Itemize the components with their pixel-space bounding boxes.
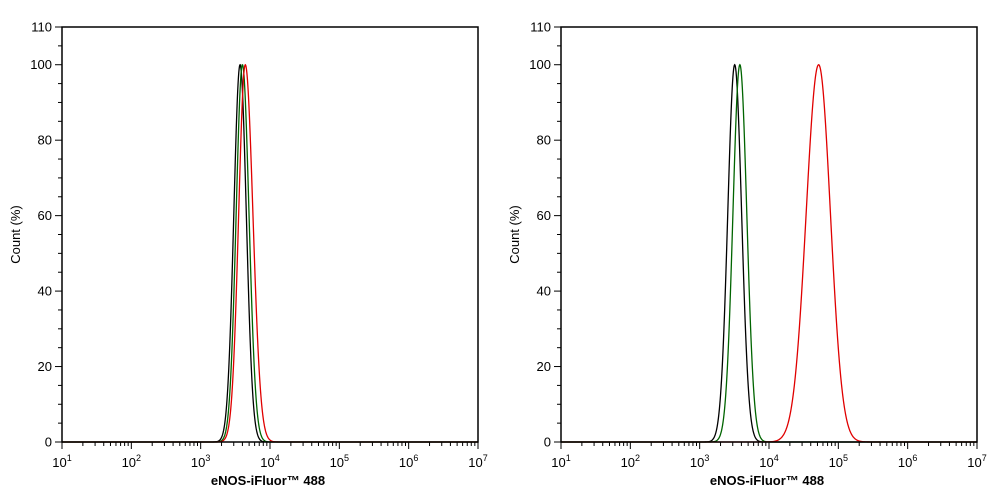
- y-axis: 0 20 40 60 80 100 110: [30, 20, 62, 450]
- histogram-series-2: [561, 63, 977, 443]
- x-tick-label: 107: [967, 453, 986, 470]
- y-axis: 0 20 40 60 80 100 110: [529, 20, 561, 450]
- x-tick-label: 106: [898, 453, 917, 470]
- histogram-panel-right: 0 20 40 60 80 100 110 101 102 103 104 105 106 107 Co…: [507, 20, 987, 489]
- x-tick-label: 106: [399, 453, 418, 470]
- y-tick-label: 100: [529, 57, 551, 72]
- plot-frame: [61, 26, 479, 443]
- y-tick-label: 60: [38, 208, 52, 223]
- y-tick-label: 20: [537, 359, 551, 374]
- y-tick-label: 80: [537, 133, 551, 148]
- y-tick-label: 110: [31, 20, 52, 35]
- x-tick-label: 103: [690, 453, 709, 470]
- x-tick-label: 105: [330, 453, 349, 470]
- y-tick-label: 0: [45, 435, 52, 450]
- y-tick-label: 20: [38, 359, 52, 374]
- x-axis: 101 102 103 104 105 106 107: [52, 442, 488, 470]
- y-tick-label: 60: [537, 208, 551, 223]
- y-tick-label: 100: [30, 57, 52, 72]
- x-tick-label: 105: [829, 453, 848, 470]
- histogram-series-3: [561, 64, 977, 443]
- x-tick-label: 104: [759, 453, 778, 470]
- x-tick-label: 104: [260, 453, 279, 470]
- y-axis-label: Count (%): [507, 205, 522, 264]
- y-axis-label: Count (%): [8, 205, 23, 264]
- x-tick-label: 101: [52, 453, 71, 470]
- x-tick-label: 102: [122, 453, 141, 470]
- plot-frame: [560, 26, 978, 443]
- histogram-series-1: [561, 63, 977, 443]
- x-axis: 101 102 103 104 105 106 107: [551, 442, 987, 470]
- x-axis-label: eNOS-iFluor™ 488: [710, 473, 824, 488]
- histogram-series-2: [62, 64, 478, 443]
- y-tick-label: 110: [530, 20, 551, 35]
- histogram-series-3: [62, 63, 478, 443]
- x-tick-label: 101: [551, 453, 570, 470]
- x-tick-label: 102: [621, 453, 640, 470]
- histogram-panel-left: 0 20 40 60 80 100 110 101 102 103 104 105 106 107 Co…: [8, 20, 488, 489]
- histogram-series-1: [62, 63, 478, 443]
- y-tick-label: 80: [38, 133, 52, 148]
- y-tick-label: 40: [38, 284, 52, 299]
- y-tick-label: 40: [537, 284, 551, 299]
- x-tick-label: 107: [468, 453, 487, 470]
- x-tick-label: 103: [191, 453, 210, 470]
- x-axis-label: eNOS-iFluor™ 488: [211, 473, 325, 488]
- y-tick-label: 0: [544, 435, 551, 450]
- histogram-curves: [561, 63, 977, 443]
- histogram-curves: [62, 63, 478, 443]
